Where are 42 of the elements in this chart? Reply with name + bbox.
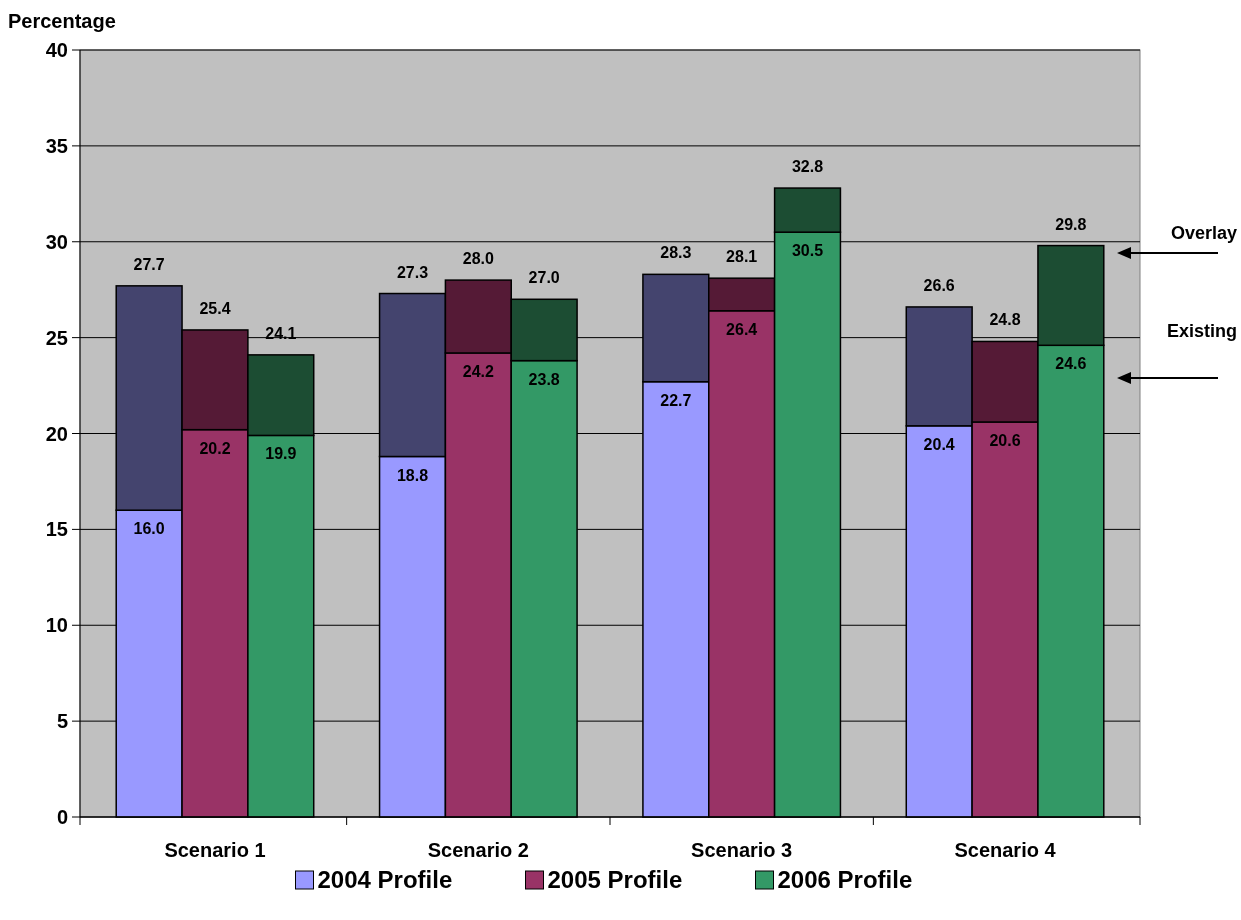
y-tick-label: 20 bbox=[45, 422, 68, 445]
text: Existing bbox=[1166, 321, 1237, 342]
data-label: 30.5 bbox=[791, 242, 824, 260]
y-tick-label: 0 bbox=[56, 806, 68, 828]
legend-label: 2005 Profile bbox=[547, 866, 683, 894]
y-tick-label: 35 bbox=[45, 134, 68, 157]
y-tick-label: 25 bbox=[45, 326, 68, 349]
y-tick-label: 15 bbox=[45, 518, 68, 541]
data-label: 23.8 bbox=[528, 370, 560, 388]
y-tick-label: 30 bbox=[45, 230, 68, 253]
data-label: 22.7 bbox=[660, 391, 692, 409]
total-label: 28.0 bbox=[462, 250, 494, 268]
y-tick-label: 5 bbox=[56, 710, 68, 733]
text: Overlay bbox=[1170, 223, 1237, 244]
total-label: 26.6 bbox=[923, 276, 955, 294]
x-tick-label: Scenario 2 bbox=[427, 839, 529, 861]
total-label: 32.8 bbox=[791, 158, 824, 176]
y-axis-title: Percentage bbox=[8, 10, 116, 32]
total-label: 27.3 bbox=[396, 263, 429, 281]
data-label: 20.2 bbox=[199, 439, 231, 457]
y-tick-label: 40 bbox=[45, 39, 68, 61]
data-label: 20.6 bbox=[989, 431, 1021, 449]
x-tick-label: Scenario 3 bbox=[691, 839, 793, 861]
total-label: 27.7 bbox=[133, 255, 165, 273]
data-label: 26.4 bbox=[726, 320, 758, 338]
data-label: 24.2 bbox=[462, 362, 494, 380]
legend-label: 2004 Profile bbox=[317, 866, 453, 894]
x-tick-label: Scenario 1 bbox=[164, 839, 266, 861]
total-label: 24.8 bbox=[989, 311, 1021, 329]
total-label: 27.0 bbox=[528, 269, 560, 287]
data-label: 24.6 bbox=[1055, 355, 1087, 373]
total-label: 29.8 bbox=[1055, 215, 1087, 233]
data-label: 20.4 bbox=[923, 435, 955, 453]
data-label: 18.8 bbox=[396, 466, 429, 484]
total-label: 28.3 bbox=[660, 244, 692, 262]
total-label: 25.4 bbox=[199, 299, 231, 317]
data-label: 19.9 bbox=[265, 445, 297, 463]
total-label: 28.1 bbox=[726, 248, 758, 266]
data-label: 16.0 bbox=[133, 520, 165, 538]
legend-label: 2006 Profile bbox=[777, 866, 913, 894]
x-tick-label: Scenario 4 bbox=[954, 839, 1057, 861]
y-tick-label: 10 bbox=[45, 614, 68, 637]
